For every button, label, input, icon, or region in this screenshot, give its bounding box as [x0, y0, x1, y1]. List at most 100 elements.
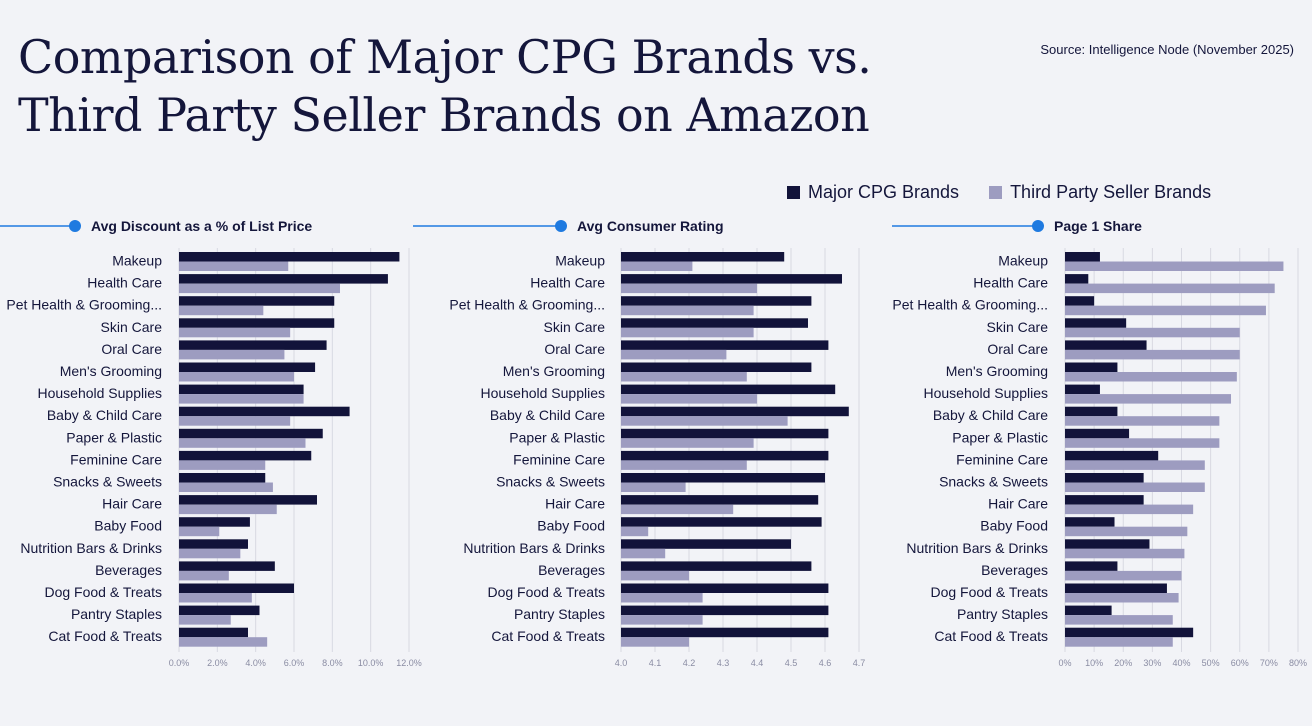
bar-major — [179, 539, 248, 549]
category-label: Baby Food — [94, 518, 162, 534]
tick-label: 20% — [1114, 658, 1132, 668]
bar-third — [1065, 305, 1266, 316]
bar-third — [179, 416, 291, 426]
bar-third — [179, 349, 285, 360]
category-label: Feminine Care — [70, 451, 162, 467]
bar-major — [621, 561, 812, 571]
category-label: Skin Care — [544, 319, 606, 335]
bar-major — [621, 605, 829, 616]
bar-third — [179, 482, 273, 492]
bar-major — [179, 384, 304, 395]
tick-label: 10.0% — [358, 658, 384, 668]
bar-third — [179, 615, 231, 625]
bar-major — [179, 296, 335, 306]
bar-major — [1065, 450, 1159, 461]
bar-major — [179, 318, 335, 328]
category-label: Beverages — [538, 562, 605, 578]
tick-label: 12.0% — [396, 658, 422, 668]
bar-major — [621, 318, 808, 328]
bar-major — [621, 274, 842, 284]
bar-third — [621, 438, 754, 448]
category-label: Nutrition Bars & Drinks — [906, 540, 1048, 556]
bar-third — [179, 305, 264, 316]
category-label: Pantry Staples — [957, 606, 1048, 622]
tick-label: 4.7 — [853, 658, 866, 668]
category-label: Snacks & Sweets — [53, 474, 162, 490]
bar-major — [621, 583, 829, 593]
bar-major — [179, 561, 275, 571]
tick-label: 80% — [1289, 658, 1307, 668]
bar-major — [621, 362, 812, 372]
bar-major — [1065, 428, 1130, 439]
bar-major — [621, 473, 825, 483]
tick-label: 4.0% — [245, 658, 266, 668]
bar-third — [179, 460, 266, 470]
category-label: Skin Care — [101, 319, 163, 335]
bar-third — [179, 593, 252, 603]
bar-third — [179, 394, 304, 404]
bar-major — [179, 495, 317, 505]
panel-header-dot — [1032, 220, 1044, 232]
category-label: Baby Food — [537, 518, 605, 534]
category-label: Hair Care — [988, 496, 1048, 512]
bar-third — [621, 593, 703, 603]
category-label: Baby & Child Care — [47, 407, 162, 423]
bar-major — [621, 450, 829, 461]
category-label: Cat Food & Treats — [48, 628, 162, 644]
bar-third — [179, 570, 229, 581]
bar-major — [179, 406, 350, 417]
tick-label: 50% — [1202, 658, 1220, 668]
bar-third — [179, 283, 340, 294]
bar-major — [621, 517, 822, 527]
category-label: Pet Health & Grooming... — [6, 297, 162, 313]
bar-third — [621, 504, 734, 515]
bar-major — [1065, 274, 1089, 284]
title-line-2: Third Party Seller Brands on Amazon — [18, 88, 870, 142]
category-label: Makeup — [555, 253, 605, 269]
tick-label: 10% — [1085, 658, 1103, 668]
bar-major — [621, 384, 836, 395]
tick-label: 70% — [1260, 658, 1278, 668]
bar-major — [621, 627, 829, 638]
bar-major — [179, 583, 294, 593]
page-title: Comparison of Major CPG Brands vs. Third… — [18, 28, 872, 144]
bar-third — [1065, 504, 1194, 515]
category-label: Feminine Care — [956, 451, 1048, 467]
category-label: Pantry Staples — [514, 606, 605, 622]
bar-third — [621, 261, 693, 271]
tick-label: 4.6 — [819, 658, 832, 668]
category-label: Hair Care — [102, 496, 162, 512]
category-label: Household Supplies — [480, 385, 605, 401]
panel-header-dot — [555, 220, 567, 232]
bar-third — [179, 261, 289, 271]
bar-third — [179, 504, 277, 515]
bar-major — [1065, 296, 1095, 306]
bar-major — [179, 252, 400, 262]
bar-major — [1065, 605, 1112, 616]
bar-major — [1065, 561, 1118, 571]
bar-major — [1065, 340, 1147, 350]
bar-major — [621, 539, 791, 549]
category-label: Paper & Plastic — [952, 429, 1048, 445]
bar-third — [621, 615, 703, 625]
bar-third — [621, 637, 689, 647]
chart-panel-2: Avg Consumer Rating 4.0 4.1 4.2 4.3 4.4 4.5 4.6… — [413, 218, 865, 668]
category-label: Oral Care — [101, 341, 162, 357]
category-label: Hair Care — [545, 496, 605, 512]
category-label: Makeup — [998, 253, 1048, 269]
bar-third — [179, 372, 294, 382]
bar-third — [1065, 283, 1275, 294]
panel-header-dot — [69, 220, 81, 232]
bar-third — [1065, 261, 1284, 271]
bar-third — [1065, 593, 1179, 603]
category-label: Oral Care — [987, 341, 1048, 357]
bar-third — [1065, 372, 1237, 382]
tick-label: 4.5 — [785, 658, 798, 668]
category-label: Household Supplies — [923, 385, 1048, 401]
category-label: Baby & Child Care — [933, 407, 1048, 423]
tick-label: 60% — [1231, 658, 1249, 668]
category-label: Health Care — [87, 275, 162, 291]
category-label: Cat Food & Treats — [491, 628, 605, 644]
source-note: Source: Intelligence Node (November 2025… — [1040, 42, 1294, 57]
